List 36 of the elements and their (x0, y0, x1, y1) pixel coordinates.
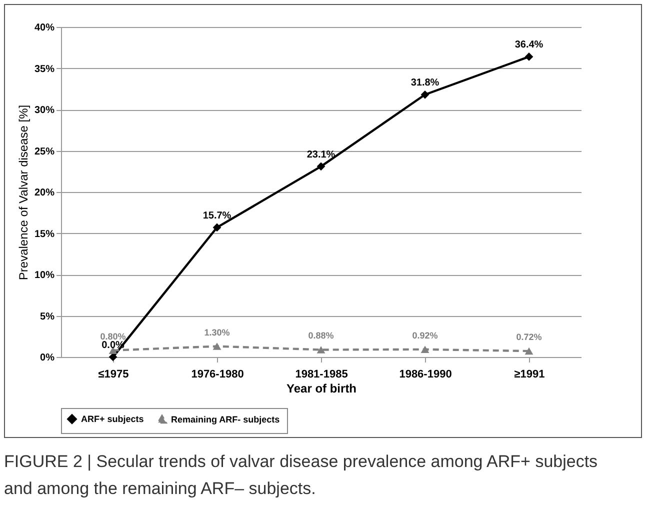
y-tick-label: 15% (34, 228, 55, 240)
legend-label: Remaining ARF- subjects (171, 414, 280, 424)
x-tick-label: ≥1991 (514, 368, 545, 380)
x-axis-title: Year of birth (286, 382, 357, 396)
data-label: 0.88% (308, 330, 334, 341)
point (524, 52, 534, 61)
x-tick-label: ≤1975 (98, 368, 129, 380)
y-tick-label: 40% (34, 22, 55, 34)
point (524, 347, 534, 355)
x-tick-label: 1976-1980 (191, 368, 244, 380)
x-tick-label: 1986-1990 (399, 368, 452, 380)
legend-label: ARF+ subjects (81, 414, 144, 424)
point (212, 342, 222, 350)
data-label: 23.1% (306, 149, 336, 160)
point (212, 223, 222, 232)
point (420, 90, 430, 99)
point (316, 162, 326, 171)
caption: FIGURE 2 | Secular trends of valvar disease prevalence among ARF+ subjects and among the remaining ARF– subjects. (4, 451, 599, 500)
y-tick-label: 35% (34, 64, 55, 75)
y-tick-label: 10% (34, 270, 55, 281)
y-tick-label: 20% (34, 188, 55, 198)
data-label: 0.92% (412, 330, 438, 340)
x-tick-label: 1981-1985 (295, 368, 348, 380)
y-tick-label: 30% (34, 105, 55, 116)
y-tick-label: 25% (34, 146, 55, 158)
data-label: 31.8% (410, 78, 440, 89)
point (420, 346, 430, 354)
y-axis-title: Prevalence of Valvar disease [%] (16, 104, 30, 280)
data-label: 36.4% (514, 40, 544, 51)
data-label: 1.30% (204, 327, 230, 338)
point (316, 346, 326, 354)
y-tick-label: 0% (40, 352, 55, 364)
data-label: 0.72% (516, 332, 542, 342)
y-tick-label: 5% (40, 311, 55, 322)
data-label: 0.80% (100, 331, 126, 342)
data-label: 15.7% (202, 210, 232, 222)
